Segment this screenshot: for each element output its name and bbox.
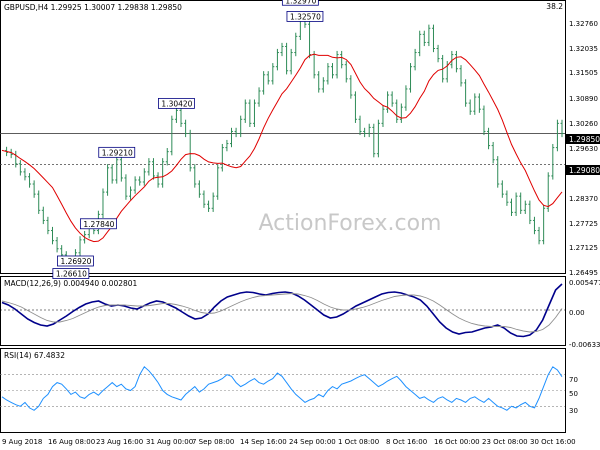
price-tick-label: 1.26495 <box>569 269 598 277</box>
price-annotation-box <box>98 146 136 158</box>
macd-series <box>0 283 565 338</box>
price-series <box>0 12 565 266</box>
rsi-title: RSI(14) 67.4832 <box>4 351 65 360</box>
price-tick-label: 1.28370 <box>569 195 598 203</box>
level-price-badge <box>566 165 600 175</box>
time-tick-label: 9 Aug 2018 <box>2 438 42 446</box>
price-annotation-label: 1.32970 <box>285 0 316 5</box>
rsi-series <box>0 366 565 411</box>
macd-tick-label: -0.006335 <box>569 341 600 349</box>
price-annotation-box <box>79 218 117 230</box>
price-axis: 1.32760 1.32035 1.31505 1.30890 1.30260 … <box>569 20 598 277</box>
price-annotation-label: 1.30420 <box>161 99 192 108</box>
price-tick-label: 1.30260 <box>569 120 598 128</box>
time-tick-label: 24 Sep 00:00 <box>289 438 336 446</box>
time-tick-label: 8 Oct 16:00 <box>386 438 427 446</box>
rsi-tick-label: 70 <box>569 376 578 384</box>
watermark: ActionForex.com <box>259 211 442 236</box>
price-annotation-label: 1.27840 <box>83 220 114 229</box>
price-annotation-box <box>52 268 90 279</box>
macd-tick-label: 0.00 <box>569 309 585 317</box>
price-annotation-box <box>158 97 195 109</box>
macd-main-line <box>1 283 563 338</box>
price-tick-label: 1.29630 <box>569 145 598 153</box>
corner-label: 38.2 <box>546 2 563 11</box>
price-tick-label: 1.30890 <box>569 95 598 103</box>
price-annotation-box <box>281 0 319 6</box>
time-tick-label: 31 Aug 00:00 <box>146 438 193 446</box>
level-price-badge-label: 1.29080 <box>569 166 600 175</box>
macd-title: MACD(12,26,9) 0.004940 0.002801 <box>4 279 138 288</box>
time-tick-label: 23 Oct 08:00 <box>482 438 528 446</box>
time-tick-label: 1 Oct 08:00 <box>338 438 379 446</box>
price-tick-label: 1.31505 <box>569 69 598 77</box>
price-badges: 1.29850 1.29080 <box>566 134 600 175</box>
price-tick-label: 1.27125 <box>569 244 598 252</box>
time-tick-label: 7 Sep 08:00 <box>192 438 234 446</box>
moving-average-line <box>1 53 563 243</box>
macd-axis: 0.005477 0.00 -0.006335 <box>569 279 600 349</box>
current-price-badge-label: 1.29850 <box>569 135 600 144</box>
macd-panel-frame <box>0 276 566 346</box>
time-tick-label: 23 Aug 16:00 <box>96 438 143 446</box>
rsi-axis: 70 50 30 <box>569 376 578 415</box>
time-tick-label: 16 Aug 08:00 <box>48 438 95 446</box>
price-tick-label: 1.32760 <box>569 20 598 28</box>
rsi-tick-label: 30 <box>569 407 578 415</box>
price-annotation-label: 1.26920 <box>60 257 91 266</box>
price-annotations: 1.32970 1.32570 1.30420 1.29210 1.27840 1.266… <box>52 0 324 279</box>
current-price-badge <box>566 134 600 144</box>
rsi-line <box>1 366 563 411</box>
price-annotation-label: 1.26610 <box>56 270 87 279</box>
price-annotation-label: 1.32570 <box>290 12 321 21</box>
symbol-header: GBPUSD,H4 1.29925 1.30007 1.29838 1.2985… <box>4 3 182 12</box>
macd-tick-label: 0.005477 <box>569 279 600 287</box>
rsi-panel-frame <box>0 348 566 433</box>
price-tick-label: 1.32035 <box>569 45 598 53</box>
price-annotation-box <box>286 11 324 22</box>
macd-signal-line <box>1 293 563 333</box>
price-annotation-box <box>57 255 94 267</box>
price-tick-label: 1.27725 <box>569 220 598 228</box>
time-tick-label: 16 Oct 00:00 <box>434 438 480 446</box>
price-annotation-label: 1.29210 <box>102 148 133 157</box>
time-tick-label: 30 Oct 16:00 <box>530 438 576 446</box>
rsi-tick-label: 50 <box>569 390 578 398</box>
time-axis: 9 Aug 2018 16 Aug 08:00 23 Aug 16:00 31 … <box>2 438 576 446</box>
time-tick-label: 14 Sep 16:00 <box>240 438 287 446</box>
